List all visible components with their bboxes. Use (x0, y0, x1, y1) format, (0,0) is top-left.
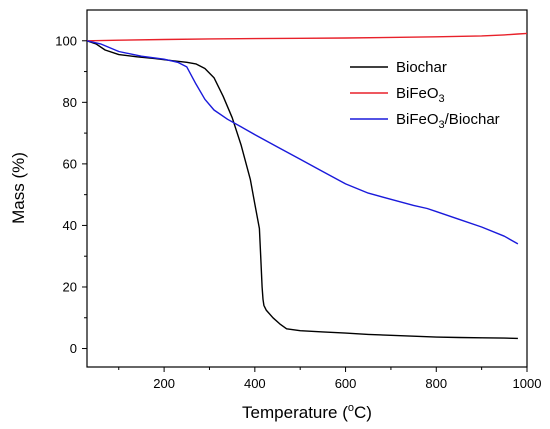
y-tick-label: 20 (63, 279, 77, 294)
plot-area (86, 9, 528, 368)
series-lines (86, 32, 528, 340)
legend-entry: Biochar (396, 59, 447, 76)
y-axis-title: Mass (%) (9, 152, 28, 224)
x-tick-label: 1000 (513, 376, 542, 391)
axis-ticks (82, 40, 528, 372)
series-line-1 (86, 32, 528, 42)
y-tick-label: 100 (55, 33, 77, 48)
x-tick-label: 800 (425, 376, 447, 391)
y-tick-labels: 0 20 40 60 80 100 (55, 33, 77, 356)
x-tick-label: 600 (335, 376, 357, 391)
legend-entry: BiFeO3 (396, 85, 445, 105)
y-tick-label: 0 (70, 341, 77, 356)
x-tick-labels: 200 400 600 800 1000 (153, 376, 541, 391)
y-tick-label: 80 (63, 95, 77, 110)
x-axis-title: Temperature (oC) (242, 402, 372, 422)
y-tick-label: 60 (63, 156, 77, 171)
series-line-0 (86, 40, 518, 340)
x-tick-label: 200 (153, 376, 175, 391)
legend-entry: BiFeO3/Biochar (396, 111, 500, 131)
x-tick-label: 400 (244, 376, 266, 391)
series-line-2 (86, 40, 519, 245)
legend: Biochar BiFeO3 BiFeO3/Biochar (350, 59, 500, 131)
y-tick-label: 40 (63, 218, 77, 233)
